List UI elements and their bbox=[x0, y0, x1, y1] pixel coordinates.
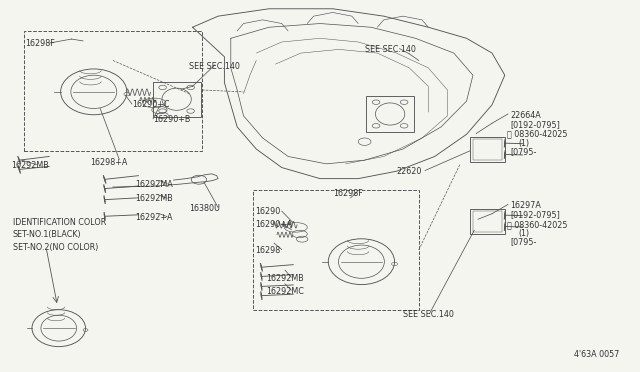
Text: [0192-0795]: [0192-0795] bbox=[510, 210, 560, 219]
Text: 16292+A: 16292+A bbox=[135, 213, 173, 222]
Bar bbox=[24, 31, 202, 151]
Text: 16292MB: 16292MB bbox=[11, 161, 49, 170]
Text: 16292MC: 16292MC bbox=[266, 287, 304, 296]
Text: 16290+A: 16290+A bbox=[255, 220, 292, 229]
Bar bbox=[253, 190, 419, 310]
Text: 16380U: 16380U bbox=[189, 203, 220, 213]
Bar bbox=[470, 137, 505, 162]
Bar bbox=[153, 82, 200, 117]
Text: 16298F: 16298F bbox=[333, 189, 362, 198]
Bar bbox=[473, 139, 502, 160]
Text: (1): (1) bbox=[519, 229, 530, 238]
Text: 16290+B: 16290+B bbox=[153, 115, 191, 124]
Text: 16290: 16290 bbox=[255, 207, 280, 217]
Text: 22664A: 22664A bbox=[510, 110, 541, 120]
Text: [0795-: [0795- bbox=[510, 148, 536, 157]
Text: 16292MA: 16292MA bbox=[135, 180, 173, 189]
Text: SEE SEC.140: SEE SEC.140 bbox=[189, 61, 240, 71]
Text: 16290+C: 16290+C bbox=[132, 100, 170, 109]
Text: 16298+A: 16298+A bbox=[91, 157, 128, 167]
Text: Ⓢ 08360-42025: Ⓢ 08360-42025 bbox=[507, 220, 567, 229]
Bar bbox=[366, 96, 414, 132]
Text: 4'63A 0057: 4'63A 0057 bbox=[574, 350, 620, 359]
Text: 16297A: 16297A bbox=[510, 201, 541, 210]
Text: (1): (1) bbox=[519, 139, 530, 148]
Bar bbox=[473, 211, 502, 232]
Text: 16298F: 16298F bbox=[26, 39, 55, 48]
Text: [0192-0795]: [0192-0795] bbox=[510, 120, 560, 129]
Text: 16292MB: 16292MB bbox=[135, 195, 173, 203]
Text: IDENTIFICATION COLOR
SET-NO.1(BLACK)
SET-NO.2(NO COLOR): IDENTIFICATION COLOR SET-NO.1(BLACK) SET… bbox=[13, 218, 106, 252]
Text: 16292MB: 16292MB bbox=[266, 274, 303, 283]
Text: 16298: 16298 bbox=[255, 246, 280, 255]
Bar bbox=[470, 209, 505, 234]
Text: [0795-: [0795- bbox=[510, 238, 536, 247]
Text: 22620: 22620 bbox=[396, 167, 422, 176]
Text: SEE SEC.140: SEE SEC.140 bbox=[365, 45, 415, 54]
Text: Ⓢ 08360-42025: Ⓢ 08360-42025 bbox=[507, 130, 567, 139]
Text: SEE SEC.140: SEE SEC.140 bbox=[403, 310, 454, 319]
